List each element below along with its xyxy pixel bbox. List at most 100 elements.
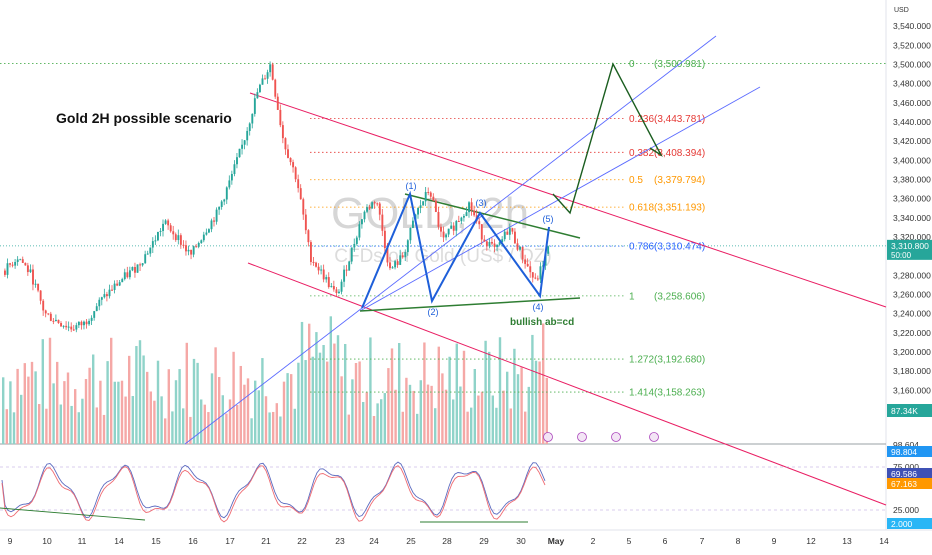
candle-body: [531, 272, 534, 278]
candle-body: [373, 202, 376, 204]
candle-body: [473, 210, 476, 216]
price-tick-label: 3,260.000: [893, 290, 931, 300]
volume-bar: [196, 362, 199, 444]
volume-bar: [207, 412, 210, 444]
fib-ratio-label: 1.272: [629, 355, 654, 366]
price-tick-label: 3,180.000: [893, 366, 931, 376]
price-tick-label: 3,280.000: [893, 270, 931, 280]
candle-body: [157, 231, 159, 241]
candle-body: [34, 283, 37, 285]
candle-body: [452, 225, 455, 231]
time-tick-label: 5: [627, 536, 632, 546]
fib-value-label: (3,379.794): [654, 175, 705, 186]
candle-body: [325, 277, 328, 280]
candle-body: [304, 214, 307, 231]
time-tick-label: 24: [369, 536, 379, 546]
volume-bar: [311, 356, 314, 444]
candle-body: [317, 266, 320, 271]
candle-body: [26, 265, 29, 273]
volume-bar: [243, 384, 246, 444]
time-tick-label: 21: [261, 536, 271, 546]
volume-bar: [77, 412, 80, 444]
volume-bar: [30, 361, 34, 444]
candle-body: [253, 98, 256, 114]
volume-bar: [401, 411, 404, 444]
volume-bar: [34, 371, 37, 444]
candle-body: [287, 149, 289, 158]
osc-tick-label: 75.000: [893, 462, 919, 472]
candle-body: [327, 277, 330, 288]
volume-bar: [106, 361, 109, 444]
price-tick-label: 3,460.000: [893, 98, 931, 108]
candle-body: [465, 212, 468, 216]
volume-bar: [300, 321, 304, 444]
volume-bar: [174, 380, 178, 444]
candle-body: [422, 201, 425, 206]
price-tick-label: 3,200.000: [893, 347, 931, 357]
fib-value-label: (3,192.680): [654, 355, 705, 366]
candle-body: [493, 243, 496, 248]
time-tick-label: 14: [114, 536, 124, 546]
volume-bar: [239, 365, 242, 444]
volume-bar: [470, 407, 473, 444]
us-flag-icon: [611, 432, 621, 442]
candle-body: [106, 294, 108, 297]
candle-body: [419, 205, 422, 209]
volume-bar: [444, 389, 448, 444]
volume-bar: [221, 395, 224, 444]
fib-value-label: (3,310.474): [654, 242, 705, 253]
price-tick-label: 3,440.000: [893, 117, 931, 127]
candle-body: [401, 255, 404, 258]
candle-body: [42, 300, 45, 311]
candle-body: [55, 319, 57, 322]
volume-bar: [124, 396, 127, 444]
candle-body: [144, 254, 147, 264]
candle-body: [368, 207, 371, 209]
time-tick-label: 10: [42, 536, 52, 546]
volume-bar: [344, 343, 347, 444]
candle-body: [399, 255, 402, 265]
candle-body: [123, 272, 126, 280]
candle-body: [498, 242, 501, 245]
candle-body: [511, 228, 514, 232]
time-tick-label: 11: [78, 536, 87, 546]
volume-bar: [318, 352, 322, 444]
candle-body: [501, 239, 504, 243]
candle-body: [72, 329, 75, 331]
volume-bar: [210, 373, 214, 444]
volume-bar: [423, 342, 426, 444]
volume-bar: [369, 337, 372, 444]
volume-bar: [304, 360, 307, 444]
volume-bar: [358, 361, 361, 444]
candle-body: [75, 325, 78, 330]
volume-bar: [336, 335, 340, 444]
candle-body: [4, 270, 6, 275]
candle-body: [322, 269, 325, 280]
candle-body: [508, 228, 511, 235]
triangle-lower-line: [359, 297, 581, 312]
volume-bar: [261, 358, 264, 444]
candle-body: [6, 263, 9, 275]
candle-body: [294, 167, 297, 180]
candle-body: [289, 157, 292, 163]
volume-bar: [419, 380, 422, 444]
candle-body: [514, 231, 516, 244]
candle-body: [437, 211, 440, 227]
volume-bar: [171, 411, 174, 444]
volume-bar: [178, 369, 181, 444]
candle-body: [376, 203, 379, 205]
price-unit: USD: [894, 7, 909, 14]
candle-body: [409, 227, 412, 241]
candle-body: [192, 246, 195, 255]
candle-body: [162, 223, 164, 231]
volume-bar: [113, 381, 116, 444]
candle-body: [297, 179, 300, 189]
time-tick-label: 23: [335, 536, 345, 546]
osc-value-badge: [887, 478, 932, 489]
candle-body: [460, 217, 463, 222]
fibonacci-levels: 0(3,500.981)0.236(3,443.781)0.382(3,408.…: [0, 59, 886, 399]
candle-body: [24, 262, 27, 266]
candle-body: [187, 249, 190, 252]
